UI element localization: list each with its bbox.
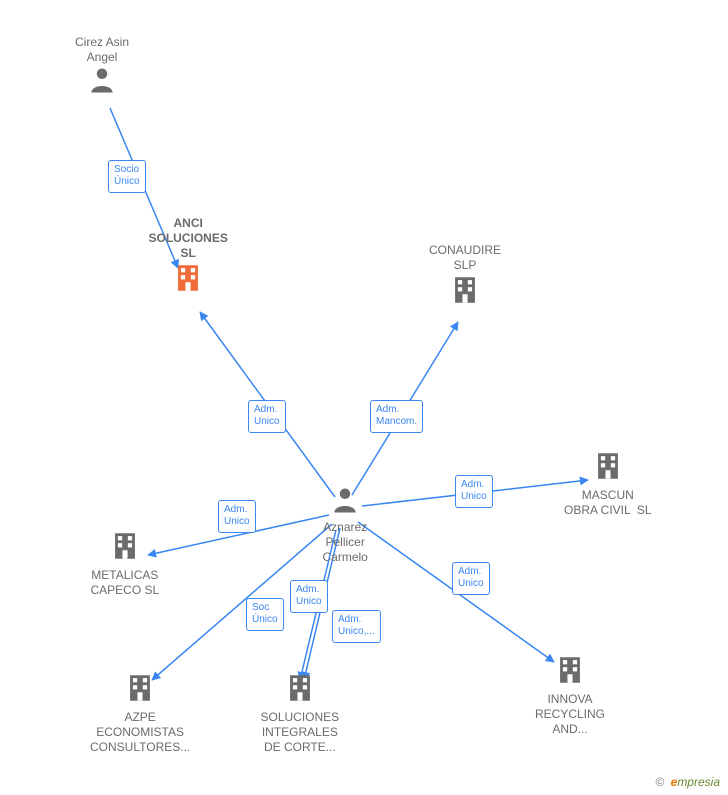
edge-e5 (148, 515, 329, 555)
watermark-rest: mpresia (677, 775, 720, 789)
edge-e6 (304, 528, 340, 680)
edges-layer (0, 0, 728, 795)
copyright-symbol: © (655, 775, 664, 789)
watermark: © empresia (655, 775, 720, 789)
diagram-stage: Cirez Asin Angel ANCI SOLUCIONES SL CONA… (0, 0, 728, 795)
edge-e6b (300, 530, 336, 680)
edge-e7 (358, 522, 554, 662)
edge-e2 (200, 312, 335, 497)
edge-e3 (352, 322, 458, 495)
edge-e1 (110, 108, 178, 268)
edge-e4 (362, 480, 588, 506)
